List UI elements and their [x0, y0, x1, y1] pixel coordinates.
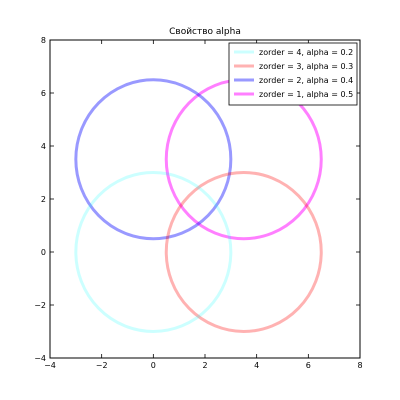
legend-label-1: zorder = 4, alpha = 0.2 — [259, 48, 353, 57]
legend: zorder = 4, alpha = 0.2 zorder = 3, alpha… — [228, 42, 358, 106]
legend-label-3: zorder = 2, alpha = 0.4 — [259, 76, 353, 85]
circles-layer — [74, 78, 323, 333]
y-tick-label: 4 — [41, 142, 46, 151]
legend-label-2: zorder = 3, alpha = 0.3 — [259, 62, 353, 71]
y-tick-label: 8 — [41, 36, 46, 45]
y-tick-label: 2 — [41, 195, 46, 204]
series-circle-1 — [74, 171, 233, 333]
x-tick-label: 4 — [254, 361, 259, 370]
legend-label-4: zorder = 1, alpha = 0.5 — [259, 90, 353, 99]
ticks-layer: −4 −2 0 2 4 6 8 −4 −2 0 2 4 6 8 — [34, 36, 362, 370]
x-tick-label: 8 — [357, 361, 362, 370]
x-tick-label: −2 — [96, 361, 108, 370]
y-tick-label: −2 — [34, 301, 46, 310]
x-tick-label: 0 — [151, 361, 156, 370]
x-tick-label: 6 — [306, 361, 311, 370]
y-tick-label: 0 — [41, 248, 46, 257]
y-tick-label: 6 — [41, 89, 46, 98]
chart-title: Свойство alpha — [169, 27, 241, 37]
y-tick-label: −4 — [34, 354, 46, 363]
series-circle-2 — [164, 171, 323, 333]
series-circle-3 — [74, 78, 233, 241]
x-tick-label: 2 — [202, 361, 207, 370]
x-tick-label: −4 — [44, 361, 56, 370]
